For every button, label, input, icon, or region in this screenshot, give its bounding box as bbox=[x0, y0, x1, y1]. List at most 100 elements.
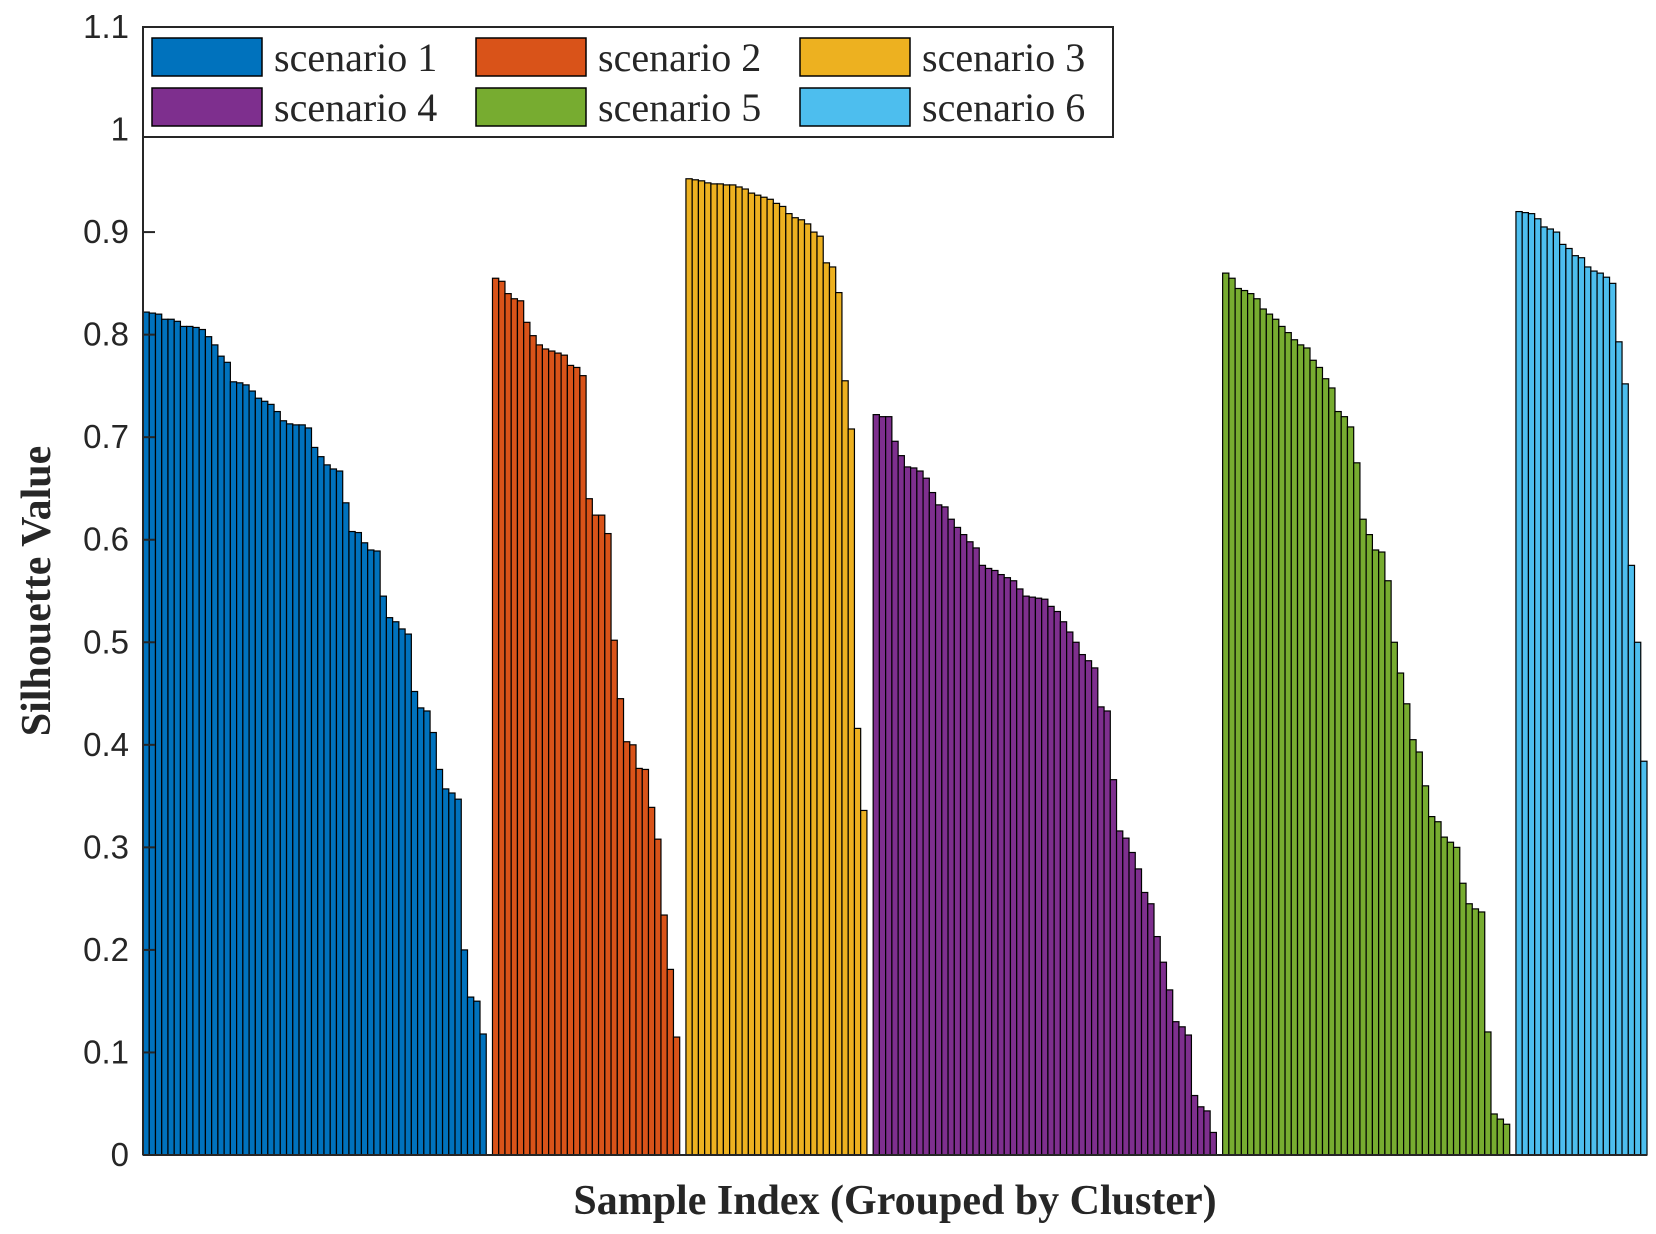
bar-scenario-5-sample-7 bbox=[1259, 308, 1267, 1156]
bar-scenario-5-sample-16 bbox=[1315, 366, 1324, 1156]
bar-scenario-4-sample-10 bbox=[928, 491, 937, 1156]
bar-scenario-4-sample-15 bbox=[959, 533, 968, 1156]
bar-scenario-5-sample-5 bbox=[1246, 293, 1255, 1156]
bar-scenario-6-sample-10 bbox=[1571, 255, 1579, 1156]
bar-scenario-2-sample-7 bbox=[529, 335, 537, 1156]
bar-scenario-5-sample-31 bbox=[1409, 739, 1417, 1156]
bar-scenario-2-sample-25 bbox=[641, 768, 650, 1156]
bar-scenario-3-sample-28 bbox=[853, 727, 862, 1156]
legend: scenario 1 scenario 2 scenario 3 scenario 4… bbox=[142, 26, 1114, 138]
bar-scenario-2-sample-6 bbox=[523, 321, 531, 1156]
axes-layer bbox=[142, 27, 1647, 1156]
bar-scenario-1-sample-40 bbox=[385, 617, 394, 1156]
legend-label-scenario-2: scenario 2 bbox=[598, 35, 761, 80]
legend-label-scenario-4: scenario 4 bbox=[274, 85, 437, 130]
bar-scenario-4-sample-38 bbox=[1103, 710, 1111, 1156]
bar-scenario-5-sample-15 bbox=[1309, 359, 1317, 1156]
bar-scenario-4-sample-11 bbox=[934, 504, 943, 1156]
y-tick-label-2: 0.2 bbox=[83, 931, 129, 968]
bar-scenario-5-sample-34 bbox=[1427, 815, 1436, 1156]
bar-scenario-2-sample-19 bbox=[604, 532, 612, 1156]
bar-scenario-1-sample-42 bbox=[398, 628, 406, 1156]
bar-scenario-2-sample-2 bbox=[498, 280, 506, 1156]
bar-scenario-1-sample-22 bbox=[273, 410, 281, 1156]
bar-scenario-4-sample-43 bbox=[1134, 868, 1143, 1156]
bar-scenario-6-sample-15 bbox=[1602, 276, 1611, 1156]
bar-scenario-4-sample-1 bbox=[872, 414, 880, 1156]
bar-scenario-1-sample-12 bbox=[211, 344, 219, 1156]
bar-scenario-1-sample-6 bbox=[173, 320, 182, 1156]
bar-scenario-2-sample-11 bbox=[554, 352, 562, 1156]
y-tick-label-6: 0.6 bbox=[83, 521, 129, 558]
bar-scenario-2-sample-26 bbox=[647, 806, 656, 1156]
bar-scenario-2-sample-16 bbox=[585, 498, 593, 1156]
bar-scenario-3-sample-21 bbox=[810, 231, 818, 1156]
bar-scenario-1-sample-39 bbox=[379, 595, 387, 1156]
bar-scenario-4-sample-34 bbox=[1078, 653, 1086, 1156]
bar-scenario-5-sample-12 bbox=[1290, 339, 1299, 1156]
bar-scenario-1-sample-19 bbox=[254, 397, 263, 1156]
bar-scenario-4-sample-22 bbox=[1003, 577, 1012, 1156]
bar-scenario-5-sample-38 bbox=[1452, 846, 1461, 1156]
bar-scenario-4-sample-32 bbox=[1066, 631, 1074, 1156]
bar-scenario-1-sample-15 bbox=[229, 381, 238, 1156]
bar-scenario-1-sample-2 bbox=[148, 312, 157, 1156]
bar-scenario-3-sample-2 bbox=[691, 179, 700, 1156]
legend-box bbox=[142, 26, 1114, 138]
bar-scenario-4-sample-42 bbox=[1128, 851, 1136, 1156]
bar-scenario-1-sample-49 bbox=[441, 788, 450, 1156]
legend-swatch-scenario-5 bbox=[475, 87, 587, 127]
bar-scenario-4-sample-23 bbox=[1009, 580, 1018, 1156]
bar-scenario-3-sample-17 bbox=[785, 213, 793, 1156]
bar-scenario-4-sample-45 bbox=[1147, 903, 1155, 1156]
bar-scenario-5-sample-18 bbox=[1328, 387, 1336, 1156]
bar-scenario-6-sample-19 bbox=[1627, 564, 1636, 1156]
bar-scenario-5-sample-8 bbox=[1265, 313, 1274, 1156]
bar-scenario-2-sample-18 bbox=[597, 514, 606, 1156]
bar-scenario-3-sample-19 bbox=[797, 219, 806, 1156]
bar-scenario-2-sample-30 bbox=[672, 1036, 681, 1156]
legend-swatch-scenario-6 bbox=[799, 87, 911, 127]
bar-scenario-2-sample-12 bbox=[560, 354, 568, 1156]
bar-scenario-5-sample-13 bbox=[1296, 344, 1305, 1156]
bar-scenario-2-sample-23 bbox=[629, 744, 637, 1156]
bar-scenario-1-sample-48 bbox=[435, 768, 444, 1156]
bar-scenario-3-sample-7 bbox=[722, 184, 731, 1156]
bar-scenario-2-sample-22 bbox=[622, 741, 631, 1156]
bar-scenario-4-sample-27 bbox=[1034, 597, 1043, 1156]
bar-scenario-3-sample-27 bbox=[847, 428, 856, 1156]
bar-scenario-1-sample-33 bbox=[342, 502, 350, 1156]
bar-scenario-4-sample-41 bbox=[1122, 837, 1130, 1156]
bar-scenario-3-sample-15 bbox=[772, 202, 781, 1156]
bar-scenario-1-sample-34 bbox=[348, 530, 356, 1156]
bar-scenario-1-sample-7 bbox=[179, 325, 188, 1156]
bar-scenario-2-sample-1 bbox=[491, 277, 500, 1156]
bar-scenario-5-sample-3 bbox=[1234, 287, 1242, 1156]
bar-scenario-4-sample-5 bbox=[897, 455, 905, 1156]
bar-scenario-6-sample-20 bbox=[1633, 641, 1642, 1156]
legend-swatch-scenario-1 bbox=[151, 37, 263, 77]
bar-scenario-6-sample-5 bbox=[1540, 226, 1548, 1156]
bar-scenario-3-sample-5 bbox=[710, 183, 718, 1156]
bar-scenario-4-sample-13 bbox=[947, 518, 955, 1156]
bar-scenario-1-sample-51 bbox=[454, 798, 462, 1156]
bar-scenario-1-sample-8 bbox=[186, 325, 194, 1156]
bar-scenario-4-sample-51 bbox=[1184, 1034, 1193, 1156]
legend-label-scenario-1: scenario 1 bbox=[274, 35, 437, 80]
bar-scenario-3-sample-11 bbox=[747, 192, 756, 1156]
bar-scenario-1-sample-16 bbox=[236, 382, 244, 1156]
bar-scenario-3-sample-20 bbox=[803, 223, 812, 1156]
bar-scenario-5-sample-21 bbox=[1346, 426, 1355, 1156]
bar-scenario-2-sample-14 bbox=[573, 366, 581, 1156]
bar-scenario-2-sample-13 bbox=[566, 364, 575, 1156]
bar-scenario-4-sample-37 bbox=[1097, 706, 1105, 1156]
bar-scenario-4-sample-54 bbox=[1203, 1110, 1211, 1156]
bar-scenario-5-sample-22 bbox=[1353, 462, 1361, 1156]
bar-scenario-5-sample-23 bbox=[1359, 518, 1367, 1156]
bar-scenario-5-sample-39 bbox=[1459, 882, 1467, 1156]
bar-scenario-6-sample-14 bbox=[1596, 272, 1604, 1156]
bar-scenario-4-sample-3 bbox=[885, 416, 893, 1156]
bar-scenario-4-sample-7 bbox=[909, 467, 918, 1156]
bar-scenario-1-sample-13 bbox=[217, 355, 225, 1156]
bar-scenario-3-sample-16 bbox=[778, 205, 787, 1156]
